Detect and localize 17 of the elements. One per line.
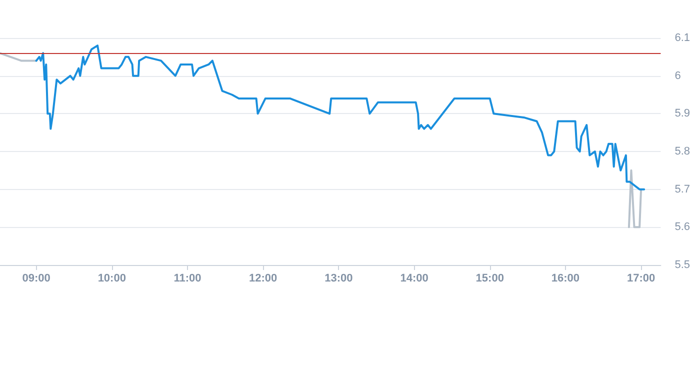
y-tick-label: 5.6 (674, 221, 690, 234)
x-tick-label: 13:00 (324, 272, 353, 284)
line-series (35, 44, 646, 190)
x-tick-label: 09:00 (22, 272, 50, 284)
y-tick-label: 5.5 (674, 259, 690, 271)
y-tick-label: 6.1 (674, 32, 690, 44)
y-tick-label: 6 (674, 70, 681, 82)
y-tick-label: 5.9 (674, 108, 690, 120)
x-tick-label: 15:00 (476, 272, 504, 284)
x-tick-label: 10:00 (98, 272, 126, 284)
x-tick-label: 17:00 (626, 272, 656, 284)
y-tick-label: 5.8 (674, 146, 690, 158)
x-tick-label: 11:00 (174, 272, 202, 284)
x-tick-label: 16:00 (551, 272, 580, 284)
y-tick-label: 5.7 (674, 183, 690, 196)
x-tick-label: 12:00 (249, 272, 278, 284)
x-tick-label: 14:00 (400, 272, 428, 284)
